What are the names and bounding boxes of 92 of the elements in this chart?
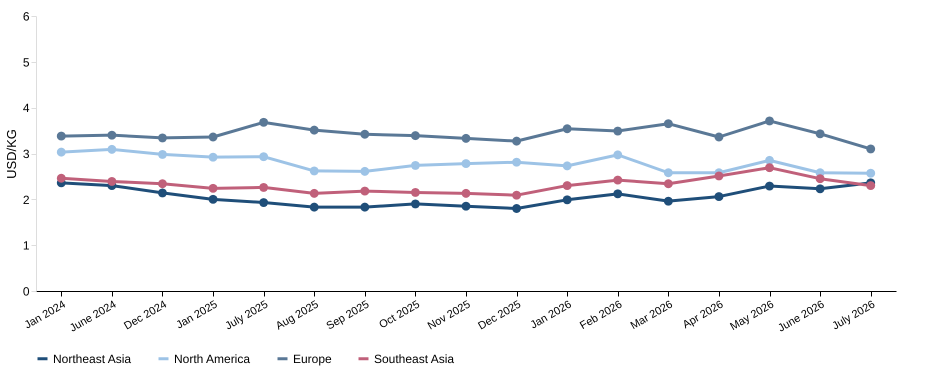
point [714,132,724,142]
point [310,166,319,176]
point [259,182,268,192]
point [462,202,470,211]
y-tick-label: 3 [22,147,30,161]
legend-label: Northeast Asia [53,352,132,366]
x-tick-label: July 2025 [223,298,270,332]
point [310,126,319,135]
point [360,202,370,212]
point [512,136,522,146]
point [462,159,470,168]
point [765,156,774,165]
point [562,161,572,170]
point [410,131,420,140]
y-tick-label: 4 [22,101,30,116]
point [208,194,218,204]
point [158,133,167,142]
point [613,176,622,185]
x-tick-label: June 2026 [776,298,827,335]
y-tick-label: 2 [22,192,30,207]
point [56,148,66,157]
point [562,124,572,134]
point [208,132,218,142]
point [310,188,319,198]
y-tick-label: 6 [22,10,30,24]
point [816,129,825,138]
point [664,196,673,206]
point [360,130,370,139]
point [259,198,268,208]
point [613,126,622,136]
point [158,150,167,159]
point [56,132,66,141]
point [410,199,420,208]
point [714,171,724,180]
point [613,150,622,160]
point [765,182,774,191]
point [512,190,522,200]
x-tick-label: Oct 2025 [377,298,422,332]
point [562,195,572,204]
x-tick-label: Mar 2026 [628,298,675,332]
point [664,119,673,128]
point [107,130,116,140]
point [208,184,218,193]
point [360,166,370,176]
point [816,174,825,184]
x-tick-label: Sep 2025 [324,298,372,332]
point [765,116,774,126]
x-tick-label: Feb 2026 [578,298,624,332]
x-tick-label: Apr 2026 [680,298,726,332]
point [208,152,218,162]
point [866,181,876,190]
legend-label: North America [174,352,250,366]
point [866,144,876,154]
point [765,163,774,172]
point [107,176,116,186]
point [512,204,522,213]
x-tick-label: Dec 2024 [122,298,169,332]
x-tick-label: Jan 2026 [528,298,574,332]
point [310,202,319,212]
x-tick-label: Nov 2025 [426,298,472,332]
point [816,184,825,194]
point [664,168,673,178]
point [56,174,66,183]
y-tick-label: 1 [22,238,30,253]
x-tick-label: July 2026 [830,298,878,332]
point [714,192,724,202]
point [462,188,470,198]
point [562,181,572,190]
x-tick-label: Dec 2025 [476,298,524,332]
legend-label: Southeast Asia [374,352,454,366]
point [158,179,167,188]
point [410,160,420,170]
point [107,144,116,154]
x-tick-label: Aug 2025 [274,298,321,332]
x-tick-label: June 2024 [68,298,118,335]
x-tick-label: May 2026 [728,298,776,334]
x-tick-label: Jan 2025 [174,298,220,332]
point [462,134,470,143]
point [360,186,370,196]
point [664,179,673,188]
y-tick-label: 5 [22,55,30,70]
x-tick-label: Jan 2024 [22,298,68,332]
y-axis-title: USD/KG [4,129,19,179]
point [866,168,876,178]
point [613,189,622,198]
point [410,188,420,197]
legend-label: Europe [293,352,332,366]
point [158,188,167,198]
point [259,118,268,127]
y-tick-label: 0 [22,284,30,298]
point [259,152,268,162]
point [512,158,522,167]
